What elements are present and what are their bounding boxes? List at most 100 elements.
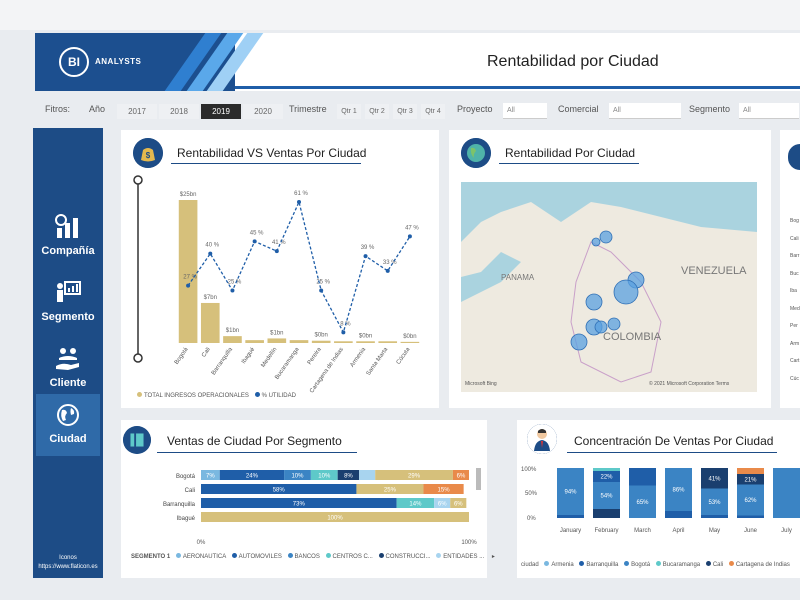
legend-dot (378, 553, 384, 558)
legend-label: Cartagena de Indias (735, 562, 790, 568)
comercial-dropdown[interactable]: All (609, 103, 681, 119)
x-tick-label: Santa Marta (366, 346, 390, 377)
sidebar-item-label: Compañía (41, 245, 95, 257)
money-bag-icon: $ (133, 138, 163, 168)
map-border (570, 241, 662, 383)
sidebar-item-segmento[interactable]: Segmento (36, 272, 100, 334)
title-underline (157, 452, 357, 453)
stacked-column-segment (737, 468, 764, 474)
range-slider-handle-bottom (133, 353, 143, 363)
row-label: Bogotá (176, 474, 196, 480)
book-icon (123, 426, 151, 454)
segmento-dropdown[interactable]: All (739, 103, 799, 119)
stacked-column-segment (593, 482, 620, 509)
utilidad-line (187, 200, 411, 335)
line-data-label: 45 % (250, 230, 264, 236)
bar-data-label: $0bn (359, 333, 372, 339)
stacked-column-segment (557, 468, 584, 515)
legend-label: Armenia (551, 562, 574, 568)
line-point (341, 330, 346, 335)
card-rentabilidad-ventas: $ Rentabilidad VS Ventas Por Ciudad $25b… (121, 130, 439, 408)
stacked-bar-segment (450, 498, 467, 508)
line-point (186, 283, 191, 288)
stacked-bar-segment (219, 470, 285, 480)
legend-dot (287, 553, 293, 558)
line-data-label: 39 % (361, 245, 375, 251)
chart-legend: TOTAL INGRESOS OPERACIONALES % UTILIDAD (133, 392, 296, 399)
partial-row-label: Cart (790, 358, 800, 364)
legend-next-arrow-icon[interactable]: ▸ (491, 554, 495, 560)
logo-icon: BI (59, 47, 89, 77)
x-tick-label: February (594, 528, 618, 534)
year-2020-button[interactable]: 2020 (243, 104, 283, 119)
segment-label: 53% (708, 500, 721, 506)
map-credit-left: Microsoft Bing (465, 381, 497, 387)
stacked-bar-segment (356, 484, 424, 494)
sidebar: Compañía Segmento Cliente Ciudad Iconos … (33, 128, 103, 578)
map-label-colombia: COLOMBIA (603, 331, 662, 343)
x-tick-label: Barranquilla (211, 346, 235, 376)
globe-icon (461, 138, 491, 168)
legend-label: Bucaramanga (662, 562, 701, 568)
partial-row-label: Bog (790, 218, 799, 224)
partial-row-label: Cúc (790, 375, 799, 382)
segment-label: 58% (273, 488, 286, 494)
partial-badge (788, 144, 800, 170)
line-point (319, 288, 324, 293)
year-2018-button[interactable]: 2018 (159, 104, 199, 119)
sidebar-item-compania[interactable]: Compañía (36, 206, 100, 268)
x-tick-label: May (709, 528, 720, 534)
qtr1-button[interactable]: Qtr 1 (337, 104, 361, 119)
proyecto-dropdown[interactable]: All (503, 103, 547, 119)
qtr2-button[interactable]: Qtr 2 (365, 104, 389, 119)
qtr4-button[interactable]: Qtr 4 (421, 104, 445, 119)
hand-people-icon (56, 348, 79, 370)
comercial-label: Comercial (558, 104, 599, 114)
segment-label: 10% (318, 474, 331, 480)
chart-bar (289, 340, 309, 343)
sidebar-item-ciudad[interactable]: Ciudad (36, 394, 100, 456)
stacked-column-segment (665, 511, 692, 518)
stacked-column-segment (737, 474, 764, 485)
legend-dot (175, 553, 181, 558)
bar-data-label: $0bn (315, 333, 328, 339)
bar-data-label: $7bn (204, 295, 217, 301)
stacked-column-segment (593, 471, 620, 482)
x-tick-label: 100% (461, 540, 477, 546)
svg-text:$: $ (146, 151, 151, 160)
legend-label: % UTILIDAD (261, 393, 296, 399)
legend-title: ciudad (521, 562, 539, 568)
credit-title: Iconos (59, 555, 77, 561)
city-map[interactable]: VENEZUELA COLOMBIA PANAMA Microsoft Bing… (461, 182, 757, 392)
x-tick-label: Cali (201, 347, 212, 359)
qtr3-button[interactable]: Qtr 3 (393, 104, 417, 119)
segment-label: 8% (344, 474, 353, 480)
stacked-bar-segment (201, 470, 220, 480)
sidebar-item-label: Cliente (49, 377, 87, 389)
x-tick-label: April (672, 528, 684, 534)
segment-label: 22% (600, 475, 613, 481)
partial-row-label: Med (790, 305, 800, 312)
sidebar-item-label: Ciudad (49, 433, 87, 445)
x-tick-label: Bucaramanga (274, 346, 301, 381)
legend-label: Barranquilla (586, 562, 619, 568)
scrollbar[interactable] (476, 468, 481, 490)
legend-dot (544, 561, 550, 566)
segment-label: 65% (636, 500, 649, 506)
map-label-venezuela: VENEZUELA (681, 265, 747, 277)
card-partial-right: Bog Cali Barr Buc Iba Med Per Arm Cart Cúc (780, 130, 800, 408)
credit-link[interactable]: https://www.flaticon.es (38, 564, 98, 570)
chart-bar (356, 341, 375, 343)
concentracion-chart: 100% 50% 0% 94% January 22% 54% February 65% Marc… (521, 467, 800, 534)
line-data-label: 25 % (316, 280, 330, 286)
stacked-bar-segment (375, 470, 453, 480)
segment-label: 86% (672, 488, 685, 494)
proyecto-label: Proyecto (457, 104, 493, 114)
year-2019-button[interactable]: 2019 (201, 104, 241, 119)
sidebar-item-cliente[interactable]: Cliente (36, 338, 100, 400)
year-2017-button[interactable]: 2017 (117, 104, 157, 119)
stacked-column-segment (593, 468, 620, 471)
legend-dot (705, 561, 711, 566)
quarter-label: Trimestre (289, 104, 327, 114)
stacked-bar-segment (284, 470, 311, 480)
